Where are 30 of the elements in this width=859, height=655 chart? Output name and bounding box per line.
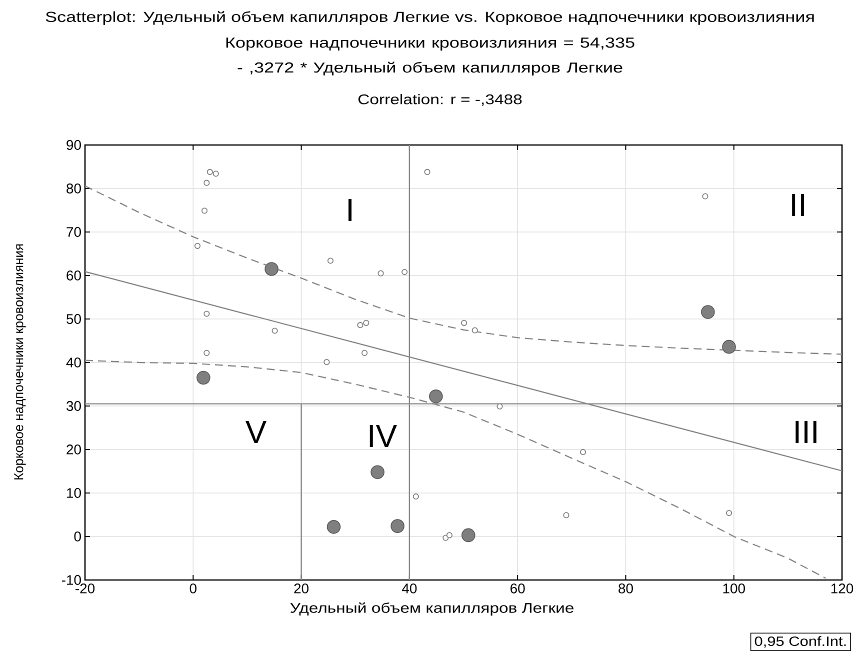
x-axis-title: Удельный объем капилляров Легкие [290,602,574,616]
y-tick-label: 30 [66,401,81,411]
annotation: II [792,194,804,216]
y-tick-label: 50 [66,314,81,324]
y-tick-label: 60 [66,270,81,280]
y-tick-label: 20 [66,444,81,454]
annotation: V [246,421,266,443]
y-tick-label: 10 [67,488,81,498]
y-tick-label: -10 [62,575,81,585]
x-tick-label: -20 [76,584,95,594]
y-axis-title: Корковое надпочечники кровоизлияния [14,244,26,480]
chart-title: Scatterplot: Удельный объем капилляров Легкие vs. Корковое надпочечники кровоизлияния [46,11,814,25]
text: 0,95 Conf.Int. [754,636,846,648]
x-tick-label: 80 [618,584,633,594]
y-tick-label: 90 [66,140,81,150]
annotation: I [348,199,352,221]
annotation: IV [370,425,397,447]
y-tick-label: 0 [74,532,81,542]
x-tick-label: 40 [402,584,417,594]
y-tick-label: 80 [66,184,81,194]
x-tick-label: 0 [190,584,196,594]
y-tick-label: 40 [66,358,81,368]
y-tick-label: 70 [66,227,81,237]
x-tick-label: 60 [510,584,525,594]
x-tick-label: 100 [723,584,745,594]
x-tick-label: 120 [831,584,854,594]
text: Correlation: r = -,3488 [358,94,522,106]
annotation: III [796,421,816,443]
chart-subtitle: Корковое надпочечники кровоизлияния = 54,335 - ,3272 * Удельный объем капилляров Легкие [226,38,634,76]
x-tick-label: 20 [294,584,309,594]
